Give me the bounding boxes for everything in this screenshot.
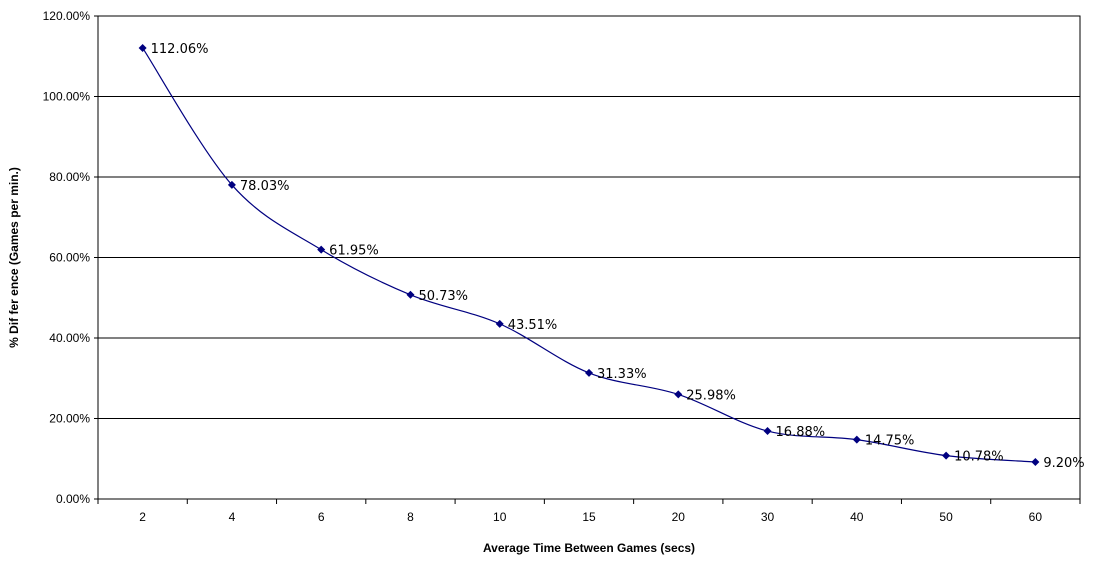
x-tick-label: 10 — [493, 510, 507, 524]
series-line — [142, 47, 1036, 463]
data-label: 61.95% — [329, 244, 379, 259]
data-label: 25.98% — [686, 388, 736, 403]
data-label: 14.75% — [865, 434, 915, 449]
data-labels: 112.06% 78.03% 61.95% 50.73% 43.51% 31.33% 25.… — [151, 42, 1085, 471]
y-tick-label: 40.00% — [49, 331, 90, 345]
data-point-marker — [317, 245, 326, 254]
series-markers — [138, 43, 1040, 466]
x-tick-label: 15 — [582, 510, 596, 524]
gridlines — [98, 96, 1080, 419]
data-label: 9.20% — [1043, 456, 1084, 471]
y-tick-label: 60.00% — [49, 251, 90, 265]
x-axis-title: Average Time Between Games (secs) — [483, 541, 695, 555]
x-tick-label: 30 — [761, 510, 775, 524]
x-tick-label: 6 — [318, 510, 325, 524]
y-tick-label: 20.00% — [49, 412, 90, 426]
x-tick-label: 60 — [1029, 510, 1043, 524]
data-point-marker — [763, 427, 772, 436]
data-label: 16.88% — [776, 425, 826, 440]
x-tick-label: 40 — [850, 510, 864, 524]
data-label: 78.03% — [240, 179, 290, 194]
x-tick-label: 4 — [229, 510, 236, 524]
data-point-marker — [674, 390, 683, 399]
data-label: 10.78% — [954, 450, 1004, 465]
data-label: 31.33% — [597, 367, 647, 382]
x-tick-label: 20 — [672, 510, 686, 524]
y-axis-ticks: 0.00% 20.00% 40.00% 60.00% 80.00% 100.00% 120.… — [43, 9, 98, 506]
y-tick-label: 120.00% — [43, 9, 91, 23]
y-tick-label: 80.00% — [49, 170, 90, 184]
data-point-marker — [406, 290, 415, 299]
data-point-marker — [1031, 457, 1040, 466]
x-tick-label: 2 — [139, 510, 146, 524]
x-axis-ticks: 2 4 6 8 10 15 20 30 40 50 60 — [97, 499, 1081, 524]
x-tick-label: 50 — [939, 510, 953, 524]
data-point-marker — [138, 43, 147, 52]
y-axis-title: % Dif fer ence (Games per min.) — [7, 167, 21, 348]
data-label: 112.06% — [151, 42, 209, 57]
data-point-marker — [942, 451, 951, 460]
data-point-marker — [227, 180, 236, 189]
data-label: 43.51% — [508, 318, 558, 333]
data-point-marker — [585, 368, 593, 377]
x-tick-label: 8 — [407, 510, 414, 524]
data-label: 50.73% — [418, 289, 468, 304]
y-tick-label: 0.00% — [56, 492, 90, 506]
y-tick-label: 100.00% — [43, 90, 91, 104]
data-point-marker — [495, 319, 504, 328]
data-point-marker — [852, 435, 861, 444]
